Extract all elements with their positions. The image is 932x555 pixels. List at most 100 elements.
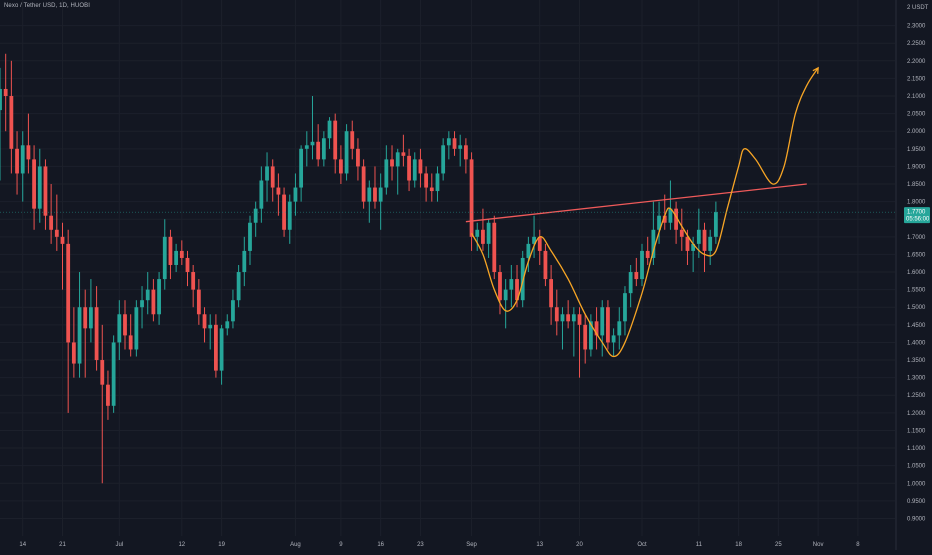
candle[interactable]: [202, 307, 207, 343]
candle[interactable]: [134, 300, 139, 357]
candle[interactable]: [668, 180, 673, 230]
candle[interactable]: [9, 60, 14, 174]
candle[interactable]: [532, 215, 536, 258]
candle[interactable]: [549, 264, 554, 325]
candle[interactable]: [179, 240, 184, 265]
candle[interactable]: [702, 222, 707, 273]
candle[interactable]: [231, 289, 235, 329]
candle[interactable]: [259, 166, 264, 223]
candle[interactable]: [560, 307, 565, 350]
candle[interactable]: [77, 272, 82, 378]
candle[interactable]: [43, 159, 48, 230]
candle[interactable]: [111, 335, 116, 413]
candle[interactable]: [554, 289, 559, 336]
candle[interactable]: [401, 134, 406, 167]
time-axis[interactable]: 14 21 Jul 12 19 Aug 9 16 23 Sep 13 20 Oct 11 18 25 Nov 8: [19, 542, 860, 548]
candle[interactable]: [117, 300, 122, 361]
candle[interactable]: [174, 243, 179, 273]
candle[interactable]: [270, 159, 275, 202]
candle[interactable]: [191, 264, 196, 308]
candle[interactable]: [378, 173, 383, 230]
candle[interactable]: [543, 243, 548, 287]
candle[interactable]: [123, 300, 127, 350]
candle[interactable]: [566, 300, 571, 329]
candle[interactable]: [628, 264, 633, 308]
candle[interactable]: [679, 208, 684, 251]
candle[interactable]: [520, 250, 525, 308]
candle[interactable]: [407, 148, 411, 192]
candle[interactable]: [509, 264, 514, 308]
candle[interactable]: [498, 264, 502, 315]
candle[interactable]: [327, 117, 332, 149]
candle[interactable]: [310, 96, 315, 160]
candle[interactable]: [441, 138, 446, 181]
candle[interactable]: [452, 131, 457, 156]
candle[interactable]: [145, 272, 150, 315]
candle[interactable]: [248, 215, 252, 265]
candle[interactable]: [429, 173, 434, 202]
candle[interactable]: [253, 201, 258, 237]
price-axis[interactable]: 2 USDT 2.3000 2.2500 2.2000 2.1500 2.1000 2.050…: [907, 5, 929, 522]
candle[interactable]: [611, 328, 616, 357]
candle[interactable]: [20, 131, 25, 202]
candle[interactable]: [208, 314, 213, 350]
candle[interactable]: [526, 236, 531, 273]
resistance-trendline[interactable]: [465, 183, 807, 223]
candle[interactable]: [100, 324, 105, 484]
candle[interactable]: [157, 272, 161, 325]
candle[interactable]: [634, 257, 639, 287]
candle[interactable]: [418, 148, 423, 188]
candle[interactable]: [316, 124, 321, 167]
candle[interactable]: [713, 201, 718, 244]
candle[interactable]: [32, 145, 36, 230]
candle[interactable]: [344, 124, 349, 181]
candle[interactable]: [384, 145, 389, 195]
candle[interactable]: [583, 314, 588, 364]
candle[interactable]: [54, 194, 59, 251]
candle[interactable]: [287, 194, 292, 244]
candle[interactable]: [162, 219, 167, 290]
candle[interactable]: [37, 148, 42, 223]
candle[interactable]: [435, 166, 440, 202]
candle[interactable]: [350, 120, 355, 160]
candle[interactable]: [185, 250, 190, 287]
candle[interactable]: [276, 173, 281, 216]
candle[interactable]: [0, 67, 2, 181]
candle[interactable]: [588, 314, 593, 357]
candle[interactable]: [594, 307, 599, 350]
candle[interactable]: [140, 286, 144, 329]
candle[interactable]: [338, 145, 343, 185]
candle[interactable]: [299, 145, 304, 202]
candle[interactable]: [3, 53, 8, 132]
candle[interactable]: [128, 314, 133, 357]
candle[interactable]: [321, 131, 326, 167]
candle[interactable]: [475, 222, 480, 251]
candle[interactable]: [367, 180, 372, 223]
candle[interactable]: [606, 300, 610, 350]
candle[interactable]: [600, 300, 605, 357]
candle[interactable]: [15, 131, 19, 195]
candle[interactable]: [304, 131, 309, 167]
candle[interactable]: [691, 236, 696, 273]
candle[interactable]: [708, 229, 713, 265]
projection-path[interactable]: [470, 67, 819, 358]
candle[interactable]: [577, 307, 582, 378]
candle[interactable]: [486, 219, 491, 258]
candle[interactable]: [83, 289, 88, 378]
candle[interactable]: [424, 166, 429, 202]
candle[interactable]: [651, 201, 656, 265]
candle[interactable]: [537, 229, 542, 265]
candle[interactable]: [492, 215, 497, 280]
candle[interactable]: [390, 145, 394, 181]
candle[interactable]: [60, 222, 65, 290]
candle[interactable]: [26, 113, 31, 174]
candle[interactable]: [617, 307, 622, 350]
candle[interactable]: [66, 229, 71, 413]
candle[interactable]: [196, 279, 201, 325]
candle[interactable]: [71, 307, 76, 378]
candle[interactable]: [657, 201, 661, 244]
candle[interactable]: [225, 314, 230, 336]
candle[interactable]: [94, 286, 99, 371]
candle[interactable]: [356, 138, 360, 181]
